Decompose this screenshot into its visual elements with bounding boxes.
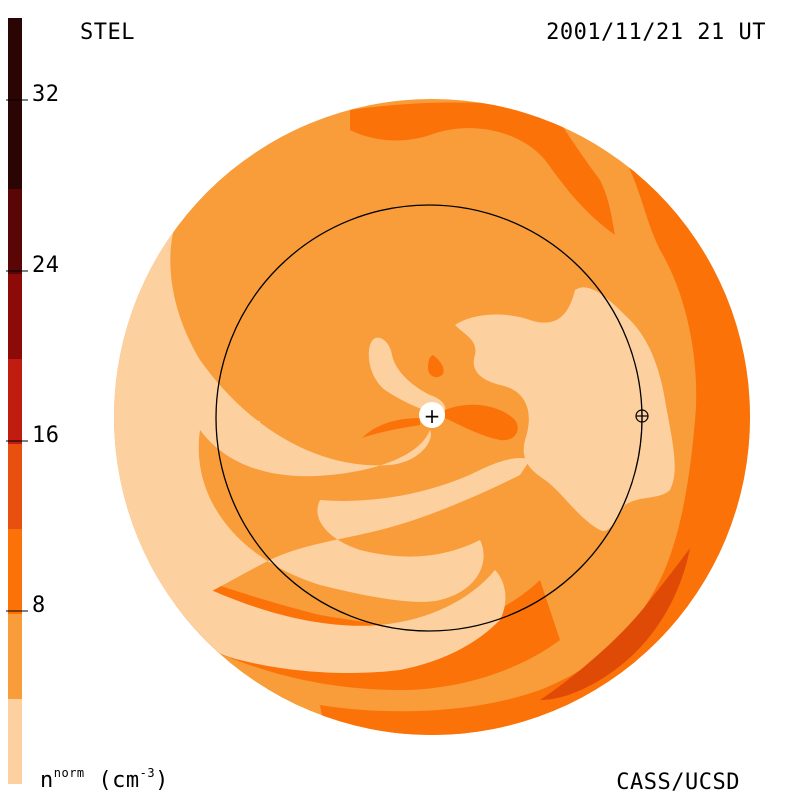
colorbar-tick-label-16: 16 — [32, 423, 60, 448]
colorbar-tick-label-32: 32 — [32, 82, 60, 107]
sun-symbol: + — [424, 404, 441, 428]
density-region-southwest-arc — [114, 550, 506, 673]
density-region-west-arc — [114, 225, 530, 620]
color-band-3 — [8, 528, 22, 614]
density-region-north-lobe — [368, 337, 446, 415]
color-band-1 — [8, 698, 22, 784]
colorbar-tick-label-8: 8 — [32, 593, 46, 618]
credit-label: CASS/UCSD — [616, 770, 740, 795]
timestamp-label: 2001/11/21 21 UT — [546, 20, 766, 45]
colorbar-tick-label-24: 24 — [32, 253, 60, 278]
density-region-inner-streamer-west — [362, 418, 420, 438]
units-base: n — [40, 768, 54, 793]
density-region-north-band — [350, 102, 615, 235]
west-edge-glyphs — [128, 421, 260, 434]
sun-marker — [419, 402, 445, 428]
density-region-inner-streamer-north — [428, 355, 444, 378]
density-region-inner-streamer-east — [445, 404, 518, 441]
color-band-2 — [8, 613, 22, 699]
color-band-4 — [8, 443, 22, 529]
units-exponent: -3 — [139, 766, 156, 780]
color-scale-bar — [6, 18, 28, 784]
color-band-5 — [8, 358, 22, 444]
units-superscript: norm — [53, 766, 85, 780]
units-label: nnorm (cm-3) — [40, 766, 169, 793]
units-close: ) — [155, 768, 169, 793]
density-region-east-lobe — [455, 287, 675, 531]
model-label: STEL — [80, 20, 135, 45]
color-band-6 — [8, 273, 22, 359]
units-open: (cm — [98, 768, 140, 793]
density-region-southeast-peak — [540, 548, 690, 700]
color-band-7 — [8, 188, 22, 274]
color-band-8 — [8, 18, 22, 189]
